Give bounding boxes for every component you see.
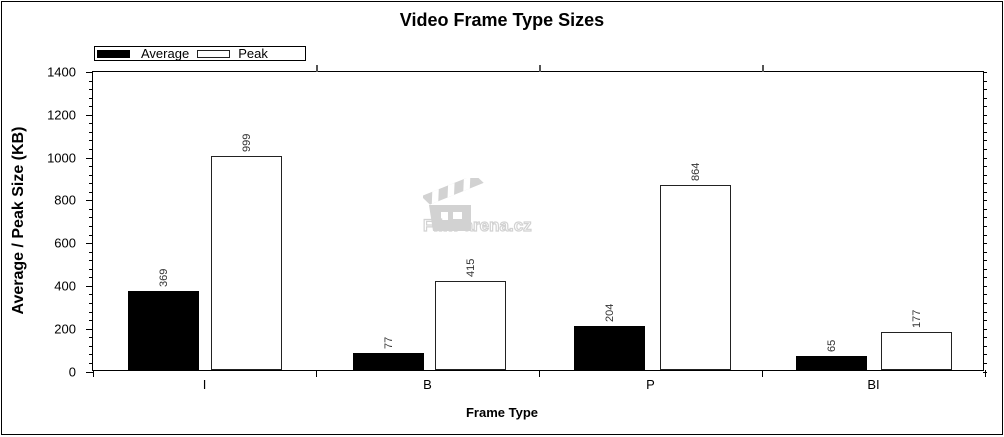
- svg-text:Film-arena.cz: Film-arena.cz: [423, 216, 532, 235]
